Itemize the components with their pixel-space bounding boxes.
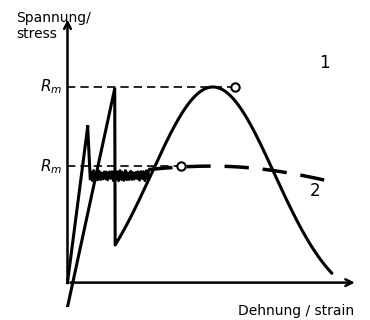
Text: Dehnung / strain: Dehnung / strain [238, 304, 354, 318]
Text: 2: 2 [310, 182, 320, 200]
Text: $R_m$: $R_m$ [40, 157, 62, 176]
Text: $R_m$: $R_m$ [40, 78, 62, 96]
Text: Spannung/
stress: Spannung/ stress [16, 11, 91, 41]
Text: 1: 1 [319, 53, 330, 72]
